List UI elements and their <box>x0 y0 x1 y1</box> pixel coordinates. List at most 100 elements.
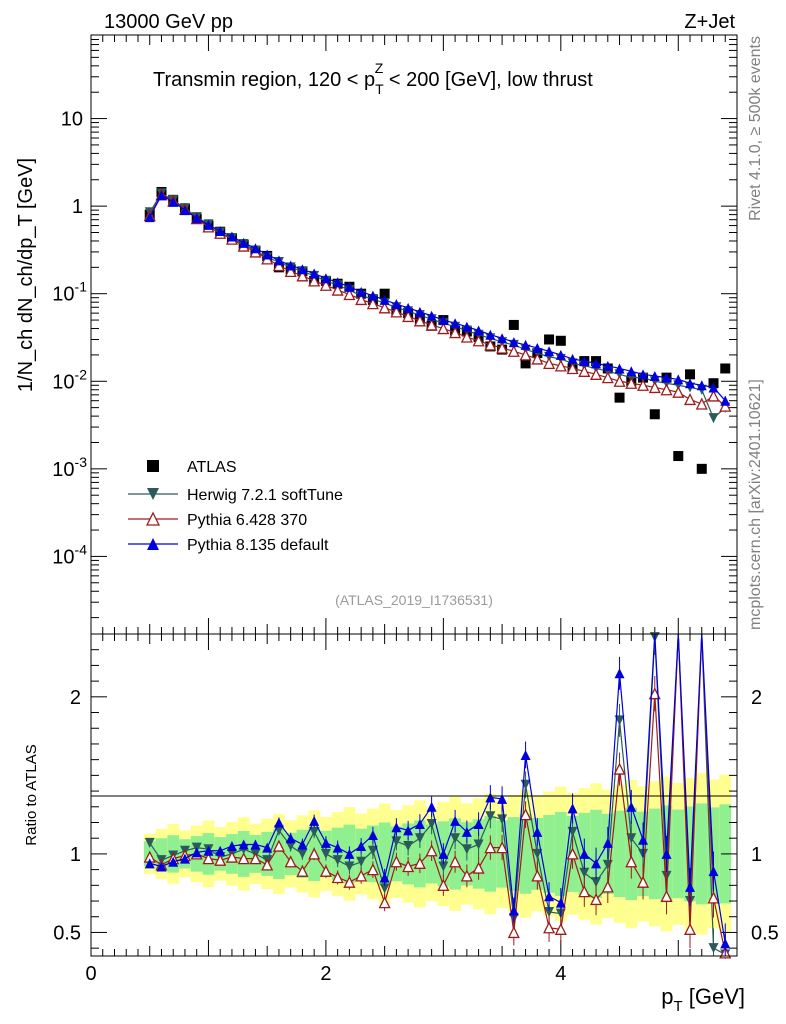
ratio-point <box>413 856 426 869</box>
data-point <box>708 382 719 393</box>
ratio-point <box>272 839 285 852</box>
stat-uncertainty-band <box>543 814 555 893</box>
legend-label: Pythia 8.135 default <box>187 537 329 554</box>
data-point <box>707 389 720 402</box>
data-point <box>461 321 472 332</box>
stat-uncertainty-band <box>507 817 520 891</box>
title-main: Transmin region, 120 < p <box>153 69 375 91</box>
mcplots-label: mcplots.cern.ch [arXiv:2401.10621] <box>747 379 764 630</box>
data-point <box>391 299 402 310</box>
ratio-point <box>355 869 368 882</box>
legend-marker <box>147 460 159 472</box>
data-point <box>544 346 555 357</box>
stat-uncertainty-band <box>519 814 532 894</box>
ratio-point <box>579 867 590 878</box>
data-point <box>601 371 614 384</box>
ratio-point <box>297 848 308 859</box>
ratio-point <box>449 855 462 868</box>
data-point <box>696 463 707 474</box>
stat-uncertainty-band <box>684 806 696 902</box>
ratio-axis-label: Ratio to ATLAS <box>23 744 40 845</box>
ratio-point <box>262 842 273 853</box>
ratio-point <box>144 858 155 869</box>
ratio-point <box>403 841 414 852</box>
data-point <box>672 385 685 398</box>
data-point <box>636 378 650 391</box>
data-point <box>602 360 613 371</box>
ratio-tick-label-right: 1 <box>751 844 762 866</box>
y-tick-label: 10-2 <box>52 366 87 393</box>
data-point <box>319 278 332 291</box>
ratio-tick-label-right: 2 <box>751 687 762 709</box>
data-point <box>366 297 379 310</box>
y-tick-label: 10-1 <box>52 279 87 306</box>
data-point <box>226 231 237 242</box>
data-point <box>554 359 567 372</box>
data-point <box>508 319 519 330</box>
data-point <box>379 288 390 299</box>
data-point <box>403 302 414 313</box>
analysis-reference: (ATLAS_2019_I1736531) <box>335 592 493 608</box>
data-point <box>273 255 284 266</box>
x-tick-label: 2 <box>320 963 331 985</box>
ratio-point <box>367 830 378 841</box>
title-sub: T <box>375 81 384 97</box>
data-point <box>344 281 355 292</box>
x-axis-label-unit: [GeV] <box>683 984 745 1009</box>
data-point <box>355 292 368 306</box>
data-point <box>660 383 673 396</box>
process-label: Z+Jet <box>684 11 735 33</box>
data-point <box>567 353 578 364</box>
stat-uncertainty-band <box>613 810 626 898</box>
stat-uncertainty-band <box>155 838 168 870</box>
ratio-point <box>437 878 450 891</box>
data-point <box>543 356 556 370</box>
data-point <box>661 372 672 383</box>
data-point <box>332 277 343 288</box>
ratio-point <box>638 834 649 845</box>
ratio-point <box>344 848 355 859</box>
ratio-point <box>519 808 532 821</box>
ratio-tick-label: 1 <box>70 844 81 866</box>
ratio-point <box>626 833 637 844</box>
legend-marker <box>145 511 161 526</box>
data-point <box>555 349 566 360</box>
ratio-point <box>590 893 603 906</box>
data-point <box>414 306 425 317</box>
ratio-point <box>356 856 367 867</box>
ratio-series <box>143 632 732 960</box>
ratio-point <box>438 861 449 872</box>
ratio-point <box>485 811 496 822</box>
ratio-point <box>168 856 179 867</box>
data-point <box>297 264 308 275</box>
ratio-point <box>450 815 461 826</box>
data-point <box>450 318 461 329</box>
ratio-point <box>332 842 343 853</box>
ratio-point <box>601 880 614 893</box>
stat-uncertainty-band <box>284 832 297 875</box>
data-point <box>591 358 602 369</box>
data-point <box>379 294 390 305</box>
title-sup: Z <box>375 60 384 76</box>
rivet-version-label: Rivet 4.1.0, ≥ 500k events <box>747 36 764 221</box>
ratio-point <box>460 869 473 882</box>
data-point <box>437 322 450 335</box>
ratio-point <box>532 826 543 837</box>
ratio-point <box>661 870 672 881</box>
legend-marker <box>147 488 159 500</box>
legend-entry-py6: Pythia 6.428 370 <box>128 511 307 529</box>
data-point <box>507 344 520 357</box>
y-tick-label: 10 <box>61 109 83 131</box>
ratio-point <box>191 847 202 858</box>
ratio-point <box>285 841 296 852</box>
ratio-point <box>544 907 555 918</box>
ratio-point <box>520 749 531 760</box>
y-tick-label: 10-4 <box>52 541 87 568</box>
ratio-point <box>426 801 437 812</box>
data-point <box>579 356 590 367</box>
ratio-point <box>203 845 214 856</box>
data-point <box>544 334 555 345</box>
data-point <box>484 338 497 351</box>
ratio-point <box>309 815 320 826</box>
